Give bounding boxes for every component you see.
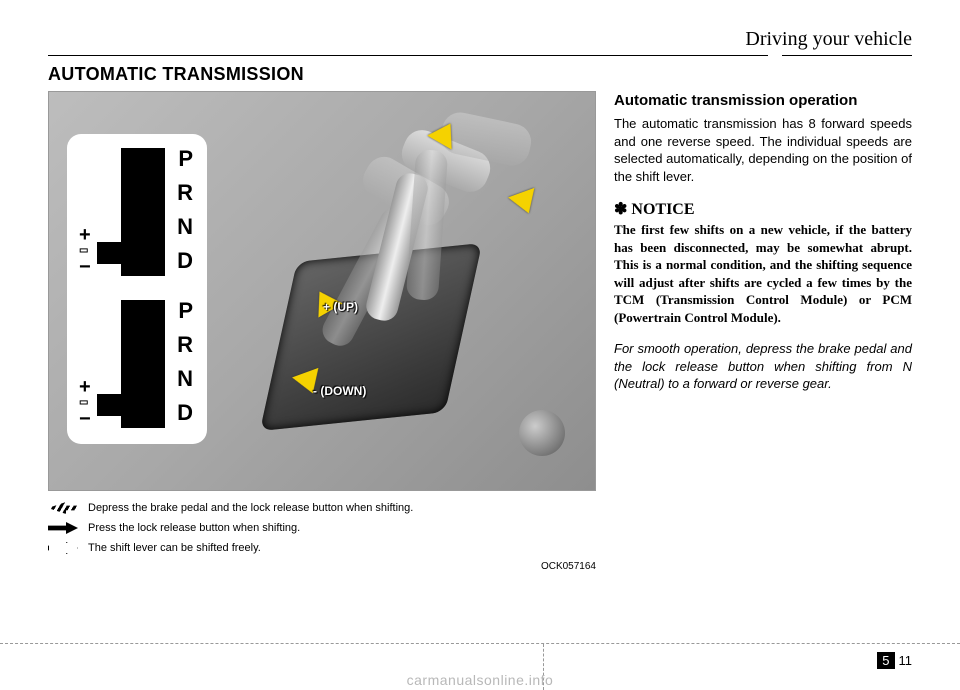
gear-r: R <box>177 180 193 206</box>
section-title: AUTOMATIC TRANSMISSION <box>48 64 912 85</box>
gear-n: N <box>177 214 193 240</box>
gear-d-2: D <box>177 400 193 426</box>
hatched-arrow-icon <box>48 502 78 514</box>
gear-d: D <box>177 248 193 274</box>
page-num-value: 11 <box>899 653 913 668</box>
outline-arrow-icon <box>48 542 78 554</box>
notice-body: The first few shifts on a new vehicle, i… <box>614 221 912 326</box>
notice-mark: ✽ <box>614 201 627 218</box>
legend-text-3: The shift lever can be shifted freely. <box>88 542 261 554</box>
chapter-number: 5 <box>877 652 894 669</box>
notice-heading: ✽ NOTICE <box>614 199 912 221</box>
gear-r-2: R <box>177 332 193 358</box>
gear-n-2: N <box>177 366 193 392</box>
page-number: 5 11 <box>877 653 912 668</box>
down-label: - (DOWN) <box>313 384 366 398</box>
watermark: carmanualsonline.info <box>407 672 554 688</box>
legend-text-1: Depress the brake pedal and the lock rel… <box>88 502 413 514</box>
header-rule <box>48 55 912 56</box>
figure-code: OCK057164 <box>48 561 596 572</box>
transmission-figure: +▭− P R N D +▭− P R N D <box>48 91 596 491</box>
shift-pattern-panel: +▭− P R N D +▭− P R N D <box>67 134 207 444</box>
solid-arrow-icon <box>48 522 78 534</box>
shift-lever-illustration: + (UP) - (DOWN) <box>251 132 571 462</box>
legend-text-2: Press the lock release button when shift… <box>88 522 300 534</box>
subheading: Automatic transmission operation <box>614 91 912 111</box>
gear-p-2: P <box>178 298 193 324</box>
notice-label: NOTICE <box>631 201 694 218</box>
operation-paragraph: The automatic transmission has 8 forward… <box>614 115 912 185</box>
console-dial <box>519 410 565 456</box>
figure-legend: Depress the brake pedal and the lock rel… <box>48 501 596 555</box>
footer-dash <box>0 643 960 644</box>
section-header: Driving your vehicle <box>48 28 912 55</box>
italic-note: For smooth operation, depress the brake … <box>614 340 912 393</box>
gear-p: P <box>178 146 193 172</box>
up-label: + (UP) <box>323 300 358 314</box>
